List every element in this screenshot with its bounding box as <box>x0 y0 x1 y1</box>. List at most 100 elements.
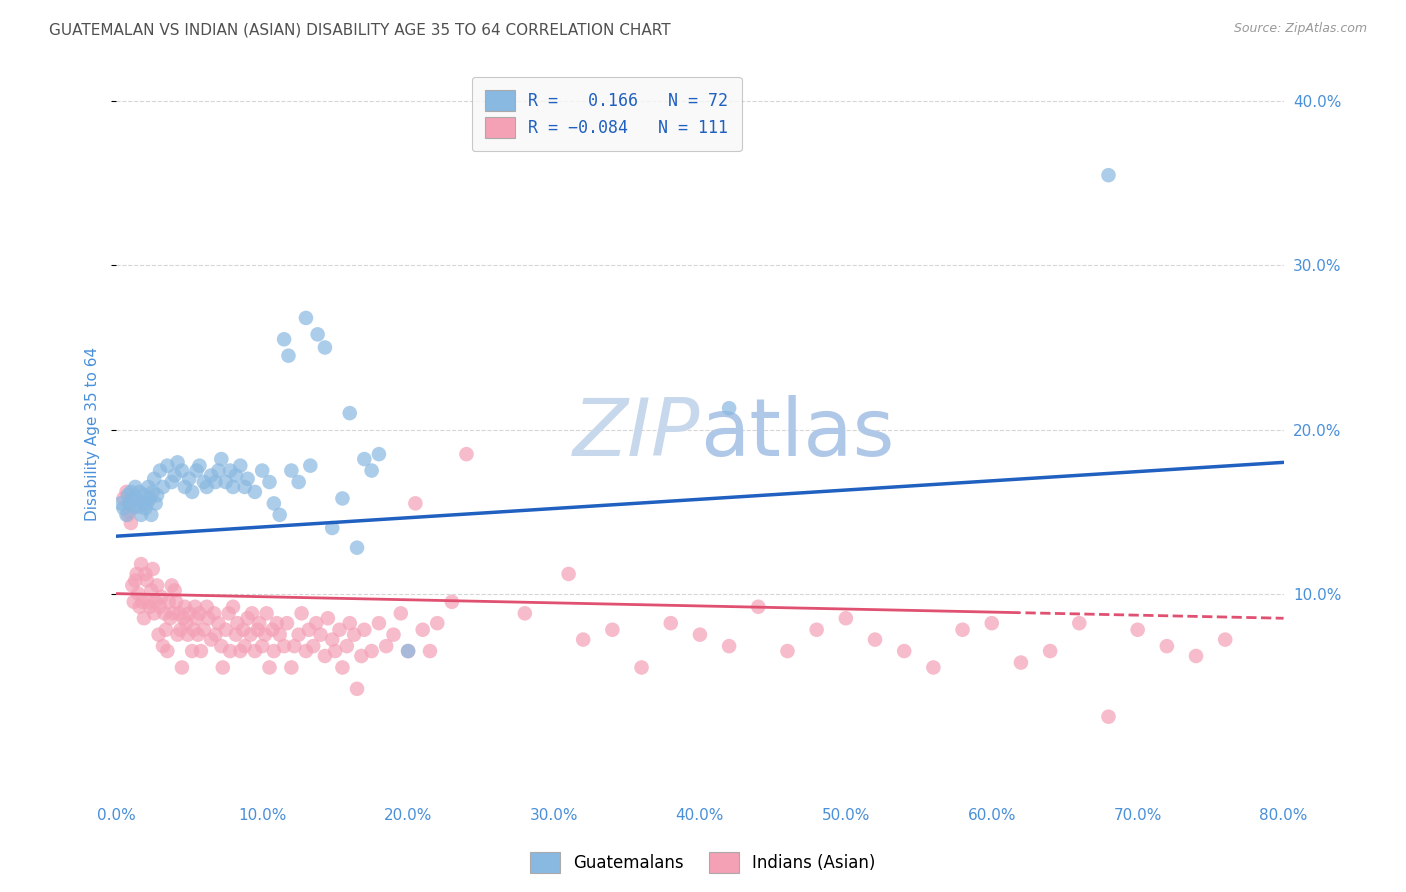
Point <box>287 475 309 489</box>
Point <box>156 644 179 658</box>
Point <box>353 623 375 637</box>
Point <box>202 607 225 621</box>
Point <box>204 475 226 489</box>
Point <box>166 628 188 642</box>
Point <box>155 623 177 637</box>
Point <box>176 616 198 631</box>
Point <box>602 623 624 637</box>
Point <box>295 310 318 325</box>
Point <box>115 484 138 499</box>
Point <box>122 500 145 514</box>
Point <box>165 595 187 609</box>
Point <box>209 639 232 653</box>
Point <box>233 639 256 653</box>
Point <box>225 468 247 483</box>
Point <box>167 607 190 621</box>
Point <box>321 521 343 535</box>
Point <box>557 566 579 581</box>
Point <box>305 616 328 631</box>
Point <box>163 583 186 598</box>
Point <box>183 623 205 637</box>
Point <box>112 491 135 506</box>
Point <box>226 616 249 631</box>
Point <box>195 599 218 614</box>
Point <box>115 508 138 522</box>
Point <box>922 660 945 674</box>
Point <box>243 644 266 658</box>
Point <box>177 628 200 642</box>
Point <box>419 644 441 658</box>
Point <box>127 500 149 514</box>
Point <box>179 472 201 486</box>
Point <box>1185 648 1208 663</box>
Point <box>412 623 434 637</box>
Point <box>309 628 332 642</box>
Point <box>314 341 336 355</box>
Point <box>350 648 373 663</box>
Point <box>259 660 281 674</box>
Point <box>207 616 229 631</box>
Point <box>323 644 346 658</box>
Point <box>157 595 180 609</box>
Point <box>170 660 193 674</box>
Point <box>1039 644 1062 658</box>
Point <box>262 623 284 637</box>
Y-axis label: Disability Age 35 to 64: Disability Age 35 to 64 <box>86 347 100 521</box>
Point <box>893 644 915 658</box>
Point <box>169 623 191 637</box>
Point <box>273 639 295 653</box>
Point <box>152 639 174 653</box>
Point <box>149 599 172 614</box>
Point <box>339 406 361 420</box>
Point <box>229 644 252 658</box>
Point <box>141 583 163 598</box>
Point <box>149 464 172 478</box>
Point <box>302 639 325 653</box>
Point <box>195 480 218 494</box>
Point <box>718 401 741 416</box>
Point <box>124 574 146 588</box>
Point <box>747 599 769 614</box>
Point <box>396 644 419 658</box>
Point <box>513 607 536 621</box>
Point <box>138 595 160 609</box>
Point <box>280 464 302 478</box>
Point <box>125 491 148 506</box>
Point <box>236 472 259 486</box>
Point <box>222 480 245 494</box>
Text: atlas: atlas <box>700 394 894 473</box>
Point <box>360 644 382 658</box>
Point <box>142 562 165 576</box>
Point <box>173 599 195 614</box>
Point <box>256 607 278 621</box>
Point <box>207 464 229 478</box>
Point <box>222 599 245 614</box>
Text: GUATEMALAN VS INDIAN (ASIAN) DISABILITY AGE 35 TO 64 CORRELATION CHART: GUATEMALAN VS INDIAN (ASIAN) DISABILITY … <box>49 22 671 37</box>
Point <box>776 644 799 658</box>
Point <box>186 464 208 478</box>
Point <box>117 508 139 522</box>
Point <box>280 660 302 674</box>
Point <box>1126 623 1149 637</box>
Point <box>389 607 412 621</box>
Point <box>143 607 166 621</box>
Point <box>232 623 254 637</box>
Point <box>396 644 419 658</box>
Point <box>129 557 152 571</box>
Point <box>184 599 207 614</box>
Point <box>121 578 143 592</box>
Point <box>200 632 222 647</box>
Point <box>181 644 204 658</box>
Point <box>215 475 238 489</box>
Point <box>124 480 146 494</box>
Point <box>132 611 155 625</box>
Point <box>156 458 179 473</box>
Point <box>689 628 711 642</box>
Point <box>112 501 135 516</box>
Point <box>128 599 150 614</box>
Point <box>336 639 359 653</box>
Point <box>630 660 652 674</box>
Point <box>153 607 176 621</box>
Point <box>276 616 298 631</box>
Point <box>120 516 142 530</box>
